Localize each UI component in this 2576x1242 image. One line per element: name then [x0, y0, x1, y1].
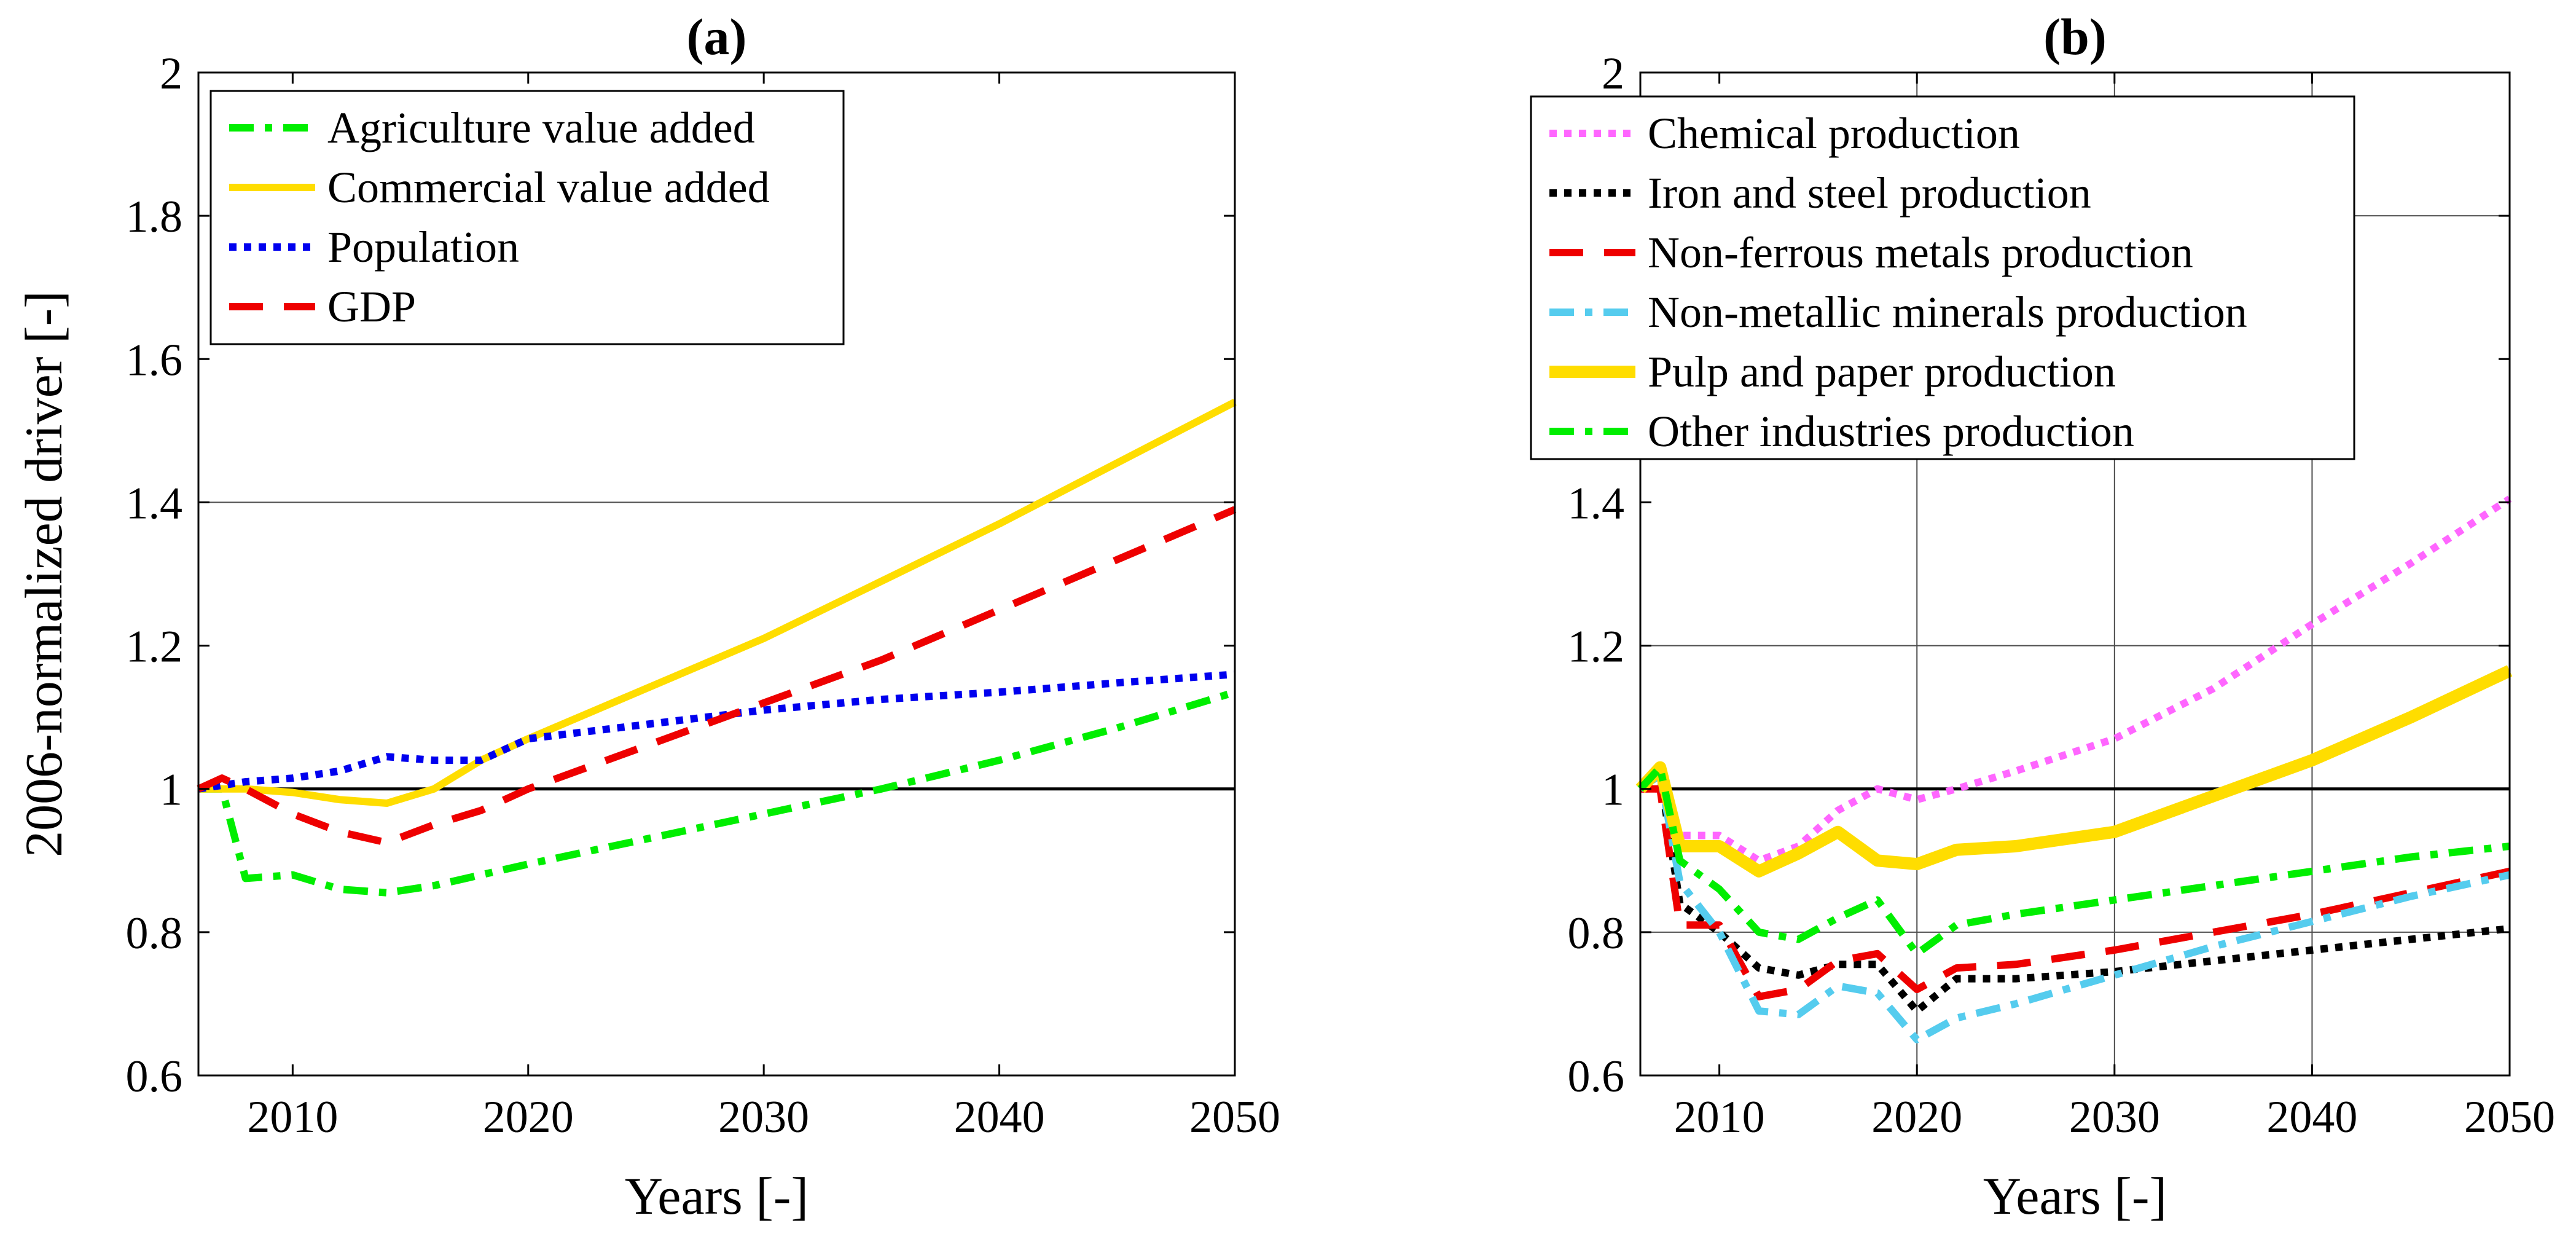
legend-label: GDP [327, 282, 416, 331]
legend-label: Commercial value added [327, 163, 770, 212]
series-line-chemical-production [1640, 495, 2512, 865]
series-line-other-industries-production [1637, 763, 2510, 957]
y-tick-label: 0.8 [1568, 908, 1625, 959]
x-tick-label: 2050 [2464, 1092, 2555, 1142]
y-tick-label: 1.2 [126, 622, 183, 672]
legend-box [209, 90, 845, 345]
y-tick-label: 0.6 [1568, 1051, 1625, 1102]
y-tick-label: 1.2 [1568, 622, 1625, 672]
legend-label: Chemical production [1648, 109, 2020, 158]
panel-title: (a) [687, 9, 747, 66]
panel-a: 0.6 0.8 1 1.2 1.4 1.6 1.8 2 2010 2020 2030 2040 2050… [14, 9, 1280, 1225]
y-tick-label: 1.6 [126, 335, 183, 385]
series-line-pulp-and-paper-production [1635, 665, 2513, 878]
x-tick-label: 2020 [1871, 1092, 1962, 1142]
x-axis-label: Years [-] [625, 1166, 808, 1225]
series-line-commercial-value-added [198, 398, 1237, 807]
y-tick-label: 2 [1602, 49, 1624, 99]
y-tick-label: 0.8 [126, 908, 183, 959]
x-tick-label: 2030 [2069, 1092, 2160, 1142]
legend-label: Pulp and paper production [1648, 347, 2116, 396]
y-tick-label: 1.8 [126, 192, 183, 242]
axes-box [197, 71, 1236, 1077]
y-tick-label: 1.4 [1568, 478, 1625, 529]
axes-box [1639, 71, 2511, 1077]
panel-b: 0.60.811.21.41.61.8220102020203020402050… [1530, 9, 2555, 1225]
x-tick-label: 2050 [1189, 1092, 1280, 1142]
legend-label: Other industries production [1648, 407, 2134, 456]
series-line-iron-and-steel-production [1638, 771, 2510, 1015]
x-axis-label: Years [-] [1983, 1166, 2167, 1225]
y-tick-label: 1 [1602, 765, 1624, 816]
x-tick-label: 2010 [1674, 1092, 1765, 1142]
series-line-non-ferrous-metals-production [1640, 785, 2511, 1000]
legend-label: Population [327, 222, 519, 272]
legend-label: Non-ferrous metals production [1648, 228, 2193, 277]
legend-box [1530, 95, 2355, 460]
series-line-non-metallic-minerals-production [1638, 771, 2511, 1044]
y-tick-label: 2 [160, 49, 182, 99]
x-tick-label: 2040 [2266, 1092, 2357, 1142]
y-tick-label: 1 [160, 765, 182, 816]
series-line-population [198, 670, 1235, 793]
y-tick-label: 0.6 [126, 1051, 183, 1102]
legend-label: Non-metallic minerals production [1648, 288, 2247, 337]
legend-label: Agriculture value added [327, 103, 755, 152]
x-tick-label: 2010 [247, 1092, 338, 1142]
x-tick-label: 2020 [483, 1092, 574, 1142]
y-tick-label: 1.4 [126, 478, 183, 529]
x-tick-label: 2040 [954, 1092, 1045, 1142]
series-line-agriculture-value-added [198, 688, 1236, 897]
legend-label: Iron and steel production [1648, 168, 2091, 218]
legend: Agriculture value added Commercial value … [209, 90, 845, 345]
panel-title: (b) [2043, 9, 2107, 66]
y-axis-label: 2006-normalized driver [-] [14, 291, 73, 857]
series-line-gdp [197, 506, 1237, 847]
x-tick-label: 2030 [718, 1092, 809, 1142]
legend: Chemical production Iron and steel produc… [1530, 95, 2355, 460]
